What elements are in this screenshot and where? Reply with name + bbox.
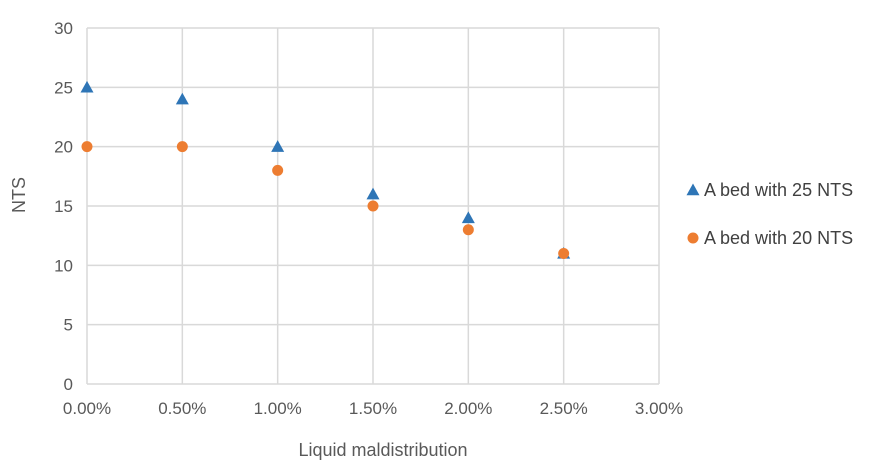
x-tick-label: 3.00% — [635, 399, 683, 418]
x-tick-label: 1.50% — [349, 399, 397, 418]
y-tick-label: 10 — [54, 256, 73, 275]
triangle-point — [271, 140, 285, 152]
legend-marker — [686, 183, 700, 196]
legend-label: A bed with 25 NTS — [704, 180, 853, 200]
legend-label: A bed with 20 NTS — [704, 228, 853, 248]
circle-point — [558, 247, 570, 259]
y-tick-label: 15 — [54, 197, 73, 216]
x-tick-label: 1.00% — [254, 399, 302, 418]
y-axis-tick-labels: 0 5 10 15 20 25 30 — [54, 19, 73, 394]
legend-marker — [687, 232, 699, 244]
y-tick-label: 20 — [54, 138, 73, 157]
triangle-point — [366, 187, 380, 200]
x-axis-title: Liquid maldistribution — [298, 440, 467, 460]
y-tick-label: 0 — [64, 375, 73, 394]
y-tick-label: 25 — [54, 78, 73, 97]
circle-point — [462, 224, 474, 236]
circle-point — [176, 141, 188, 153]
y-tick-label: 30 — [54, 19, 73, 38]
data-points — [80, 80, 571, 259]
circle-point — [272, 164, 284, 176]
circle-point — [367, 200, 379, 212]
x-tick-label: 2.00% — [444, 399, 492, 418]
y-axis-title: NTS — [9, 177, 29, 213]
legend: A bed with 25 NTS A bed with 20 NTS — [686, 180, 853, 248]
x-axis-tick-labels: 0.00% 0.50% 1.00% 1.50% 2.00% 2.50% 3.00% — [63, 399, 683, 418]
grid — [86, 27, 660, 385]
circle-point — [81, 141, 93, 153]
x-tick-label: 0.50% — [158, 399, 206, 418]
triangle-point — [175, 92, 189, 105]
y-tick-label: 5 — [64, 316, 73, 335]
x-tick-label: 0.00% — [63, 399, 111, 418]
triangle-point — [80, 80, 94, 93]
triangle-point — [461, 211, 475, 224]
x-tick-label: 2.50% — [540, 399, 588, 418]
